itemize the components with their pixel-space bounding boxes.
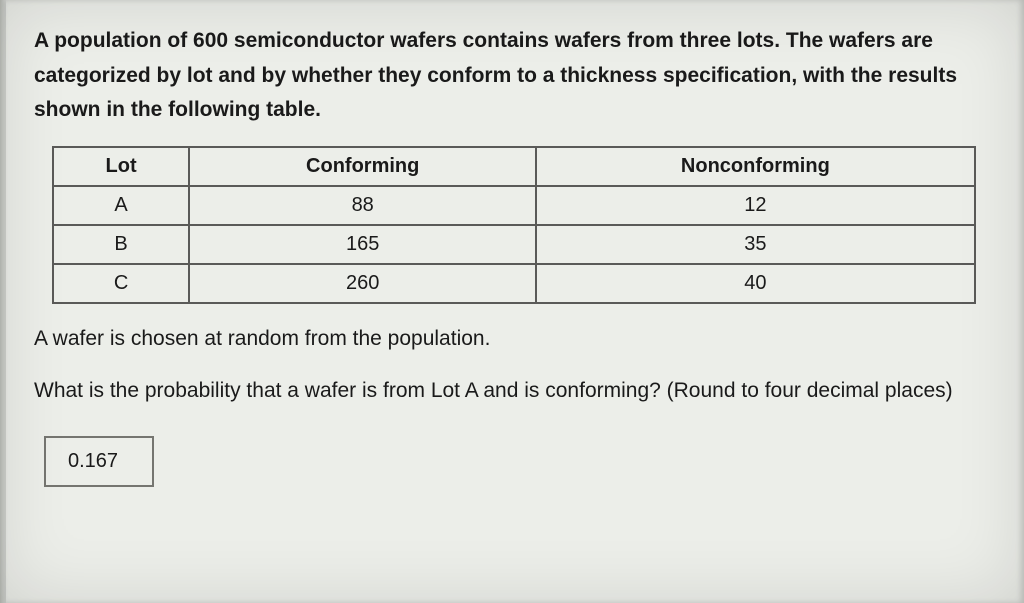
context-line: A wafer is chosen at random from the pop… (34, 322, 996, 356)
cell-lot: B (53, 225, 189, 264)
cell-nonc: 35 (536, 225, 974, 264)
cell-conf: 88 (189, 186, 536, 225)
cell-lot: A (53, 186, 189, 225)
answer-input[interactable]: 0.167 (44, 436, 154, 487)
table-row: C 260 40 (53, 264, 975, 303)
col-nonconf: Nonconforming (536, 147, 974, 186)
intro-paragraph: A population of 600 semiconductor wafers… (34, 24, 996, 128)
table-row: A 88 12 (53, 186, 975, 225)
col-conforming: Conforming (189, 147, 536, 186)
table-header-row: Lot Conforming Nonconforming (53, 147, 975, 186)
cell-lot: C (53, 264, 189, 303)
table-row: B 165 35 (53, 225, 975, 264)
cell-nonc: 40 (536, 264, 974, 303)
cell-conf: 260 (189, 264, 536, 303)
data-table: Lot Conforming Nonconforming A 88 12 B 1… (52, 146, 976, 304)
col-lot: Lot (53, 147, 189, 186)
question-text: What is the probability that a wafer is … (34, 374, 996, 409)
document-page: A population of 600 semiconductor wafers… (6, 0, 1024, 603)
cell-conf: 165 (189, 225, 536, 264)
cell-nonc: 12 (536, 186, 974, 225)
